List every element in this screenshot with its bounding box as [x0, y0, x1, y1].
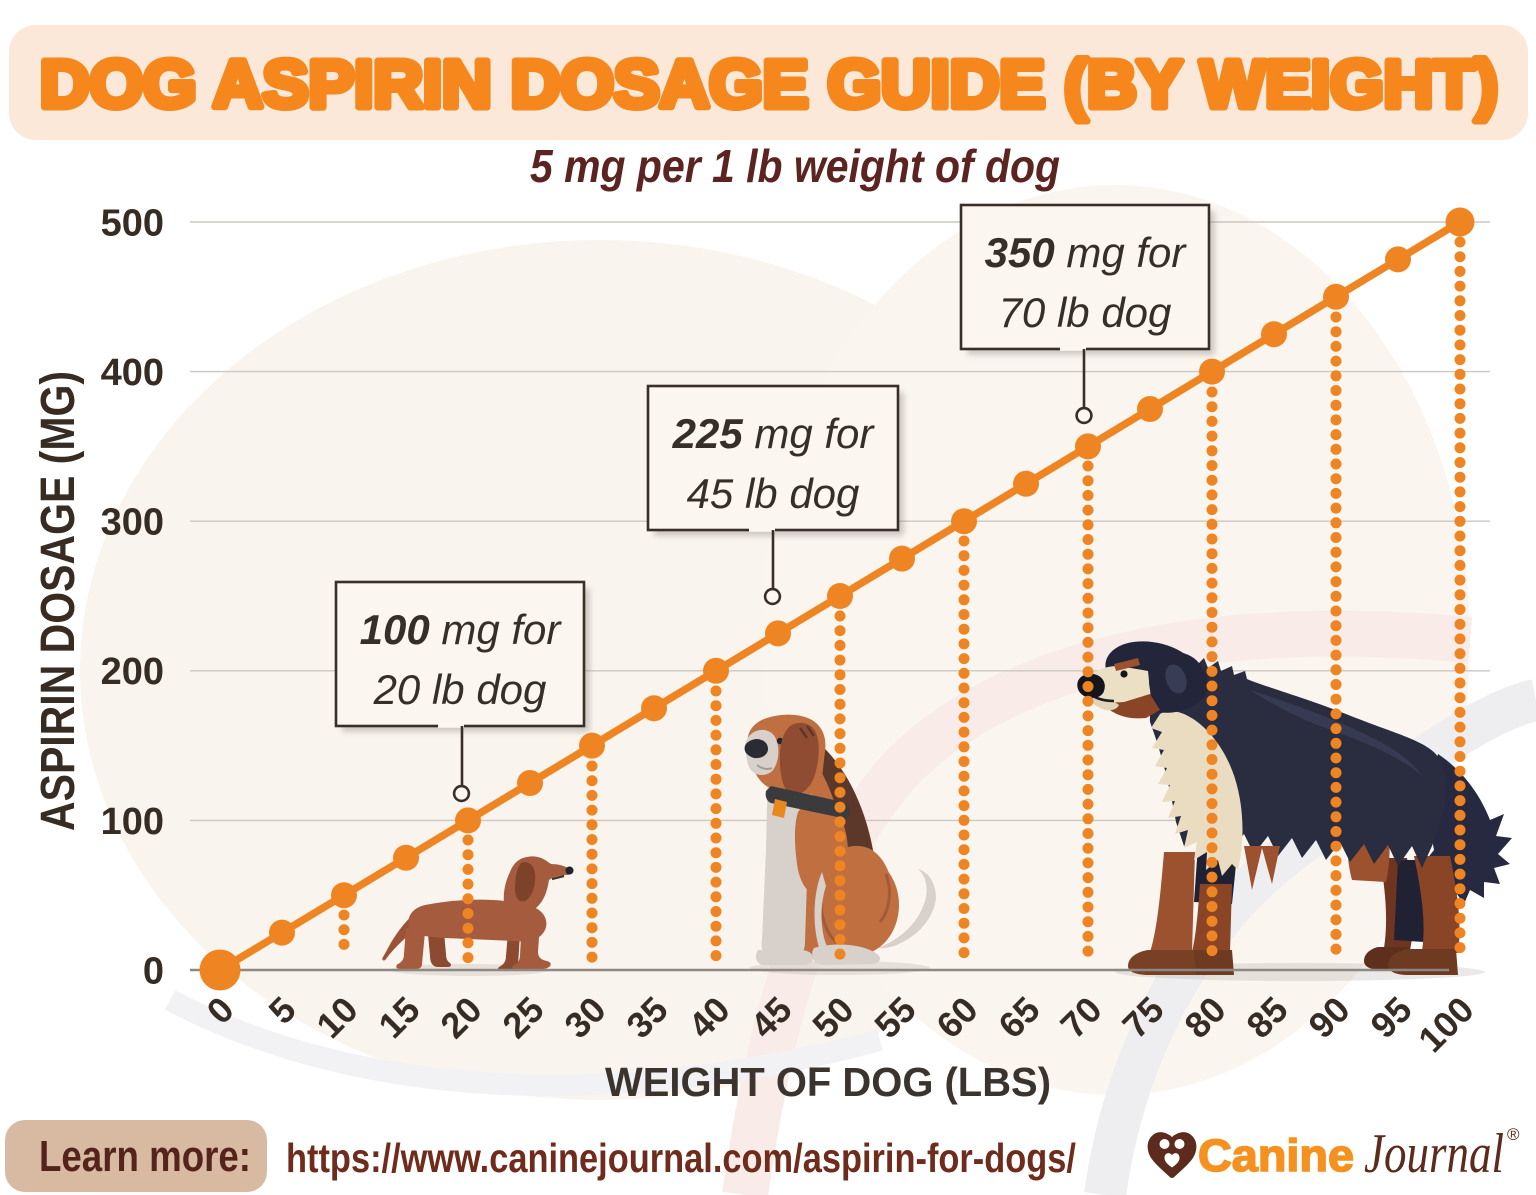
svg-text:200: 200	[101, 651, 164, 693]
svg-text:45 lb dog: 45 lb dog	[687, 470, 860, 517]
svg-text:0: 0	[143, 951, 164, 993]
svg-text:500: 500	[101, 203, 164, 245]
svg-text:100: 100	[1410, 989, 1481, 1060]
svg-text:225 mg for: 225 mg for	[672, 410, 876, 457]
svg-text:https://www.caninejournal.com/: https://www.caninejournal.com/aspirin-fo…	[286, 1135, 1076, 1181]
svg-text:5 mg per 1 lb weight of dog: 5 mg per 1 lb weight of dog	[530, 140, 1060, 192]
svg-text:ASPIRIN DOSAGE (MG): ASPIRIN DOSAGE (MG)	[32, 371, 85, 831]
svg-text:300: 300	[101, 502, 164, 544]
svg-text:Journal: Journal	[1364, 1123, 1504, 1185]
svg-text:Canine: Canine	[1198, 1130, 1354, 1181]
svg-text:95: 95	[1362, 989, 1419, 1046]
svg-text:WEIGHT OF DOG (LBS): WEIGHT OF DOG (LBS)	[605, 1059, 1051, 1105]
svg-text:350 mg for: 350 mg for	[985, 229, 1188, 276]
svg-text:70 lb dog: 70 lb dog	[999, 289, 1172, 336]
svg-text:20 lb dog: 20 lb dog	[373, 666, 547, 713]
svg-text:100: 100	[101, 801, 164, 843]
svg-text:100 mg for: 100 mg for	[360, 606, 563, 653]
svg-text:400: 400	[101, 352, 164, 394]
svg-text:DOG ASPIRIN DOSAGE GUIDE (BY W: DOG ASPIRIN DOSAGE GUIDE (BY WEIGHT)	[40, 47, 1498, 122]
svg-text:®: ®	[1507, 1125, 1520, 1144]
svg-text:Learn more:: Learn more:	[39, 1132, 251, 1181]
